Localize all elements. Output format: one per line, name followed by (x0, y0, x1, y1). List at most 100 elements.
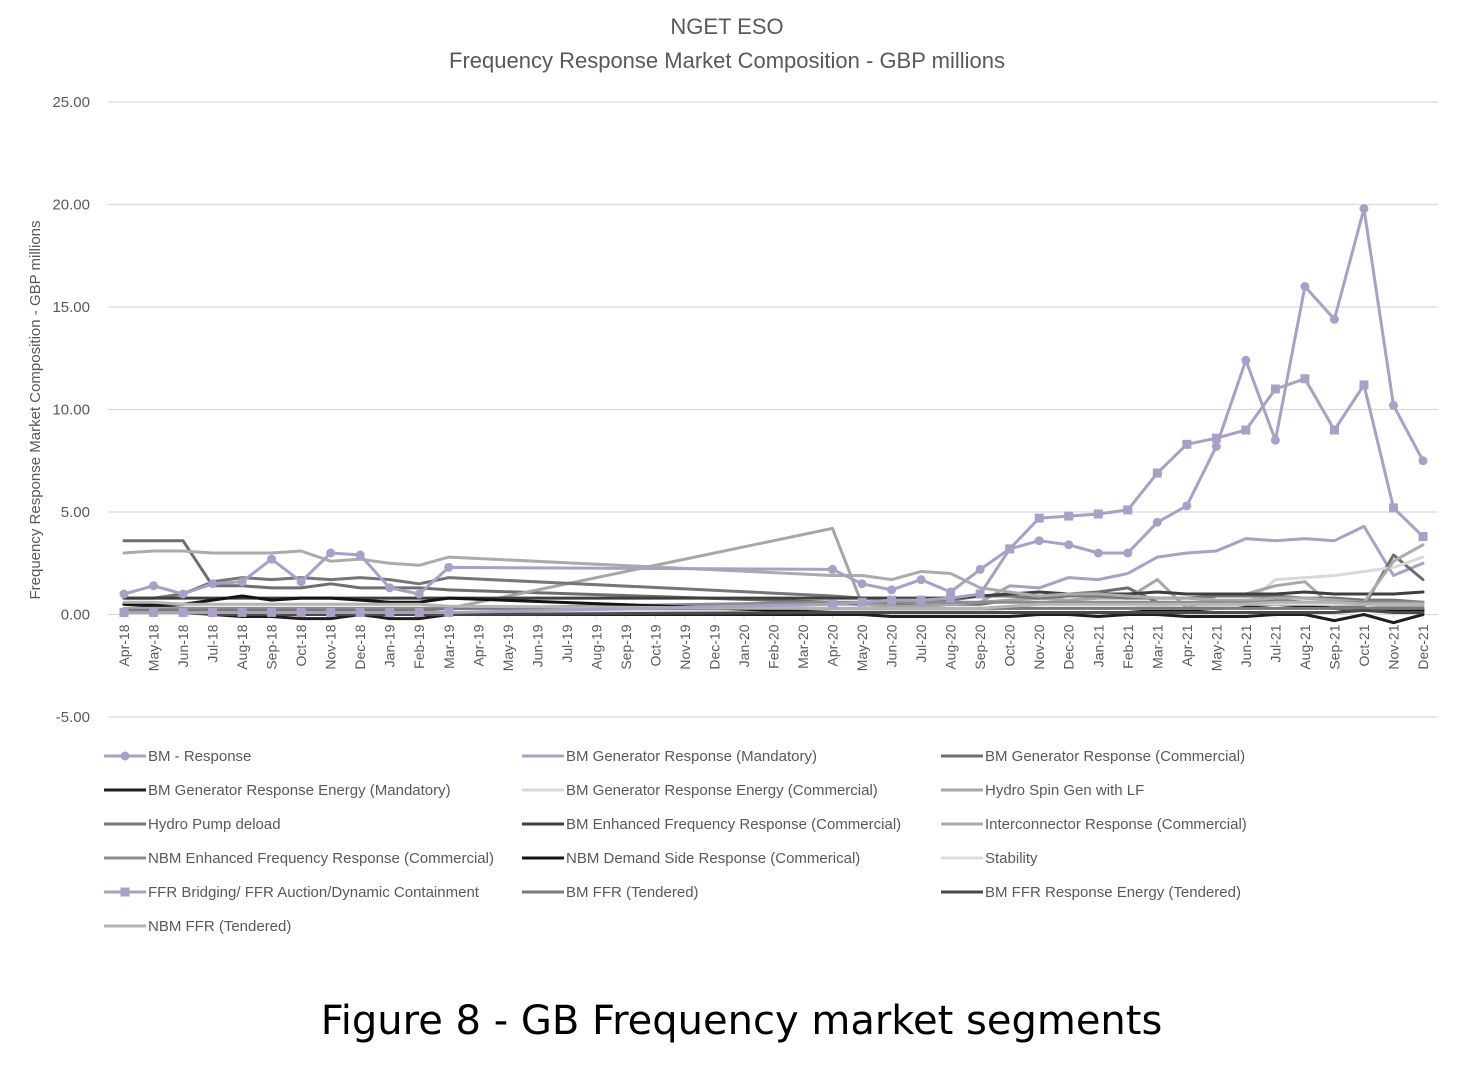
data-point (178, 607, 188, 617)
legend-item: NBM FFR (Tendered) (104, 918, 291, 935)
data-point (916, 595, 926, 605)
x-tick-label: Aug-21 (1297, 624, 1313, 669)
x-tick-label: Nov-18 (323, 624, 339, 669)
data-point (414, 607, 424, 617)
data-point (1182, 439, 1192, 449)
x-tick-label: Nov-20 (1031, 624, 1047, 669)
x-tick-label: Mar-21 (1149, 624, 1165, 669)
data-point (1241, 355, 1251, 365)
x-tick-label: Feb-21 (1120, 624, 1136, 669)
x-tick-label: Apr-21 (1179, 624, 1195, 666)
x-tick-label: May-21 (1208, 624, 1224, 671)
data-point (1388, 400, 1398, 410)
y-tick-label: 25.00 (52, 94, 90, 111)
data-point (326, 548, 336, 558)
series-line (122, 608, 1425, 616)
data-point (916, 575, 926, 585)
data-point (828, 599, 838, 609)
data-point (267, 554, 277, 564)
x-tick-label: Sep-19 (618, 624, 634, 669)
data-point (1152, 517, 1162, 527)
x-tick-label: Apr-18 (116, 624, 132, 666)
legend-label: BM Generator Response Energy (Mandatory) (148, 782, 451, 799)
data-point (975, 589, 985, 599)
x-tick-label: Sep-21 (1326, 624, 1342, 669)
x-tick-label: Sep-18 (264, 624, 280, 669)
x-tick-label: Oct-18 (293, 624, 309, 666)
data-point (208, 607, 218, 617)
data-point (1418, 456, 1428, 466)
x-tick-label: May-18 (146, 624, 162, 671)
data-point (1152, 468, 1162, 478)
series-line (122, 207, 1425, 596)
x-tick-label: May-20 (854, 624, 870, 671)
legend-item: BM Generator Response (Commercial) (941, 748, 1245, 765)
data-point (828, 564, 838, 574)
x-tick-label: Apr-19 (470, 624, 486, 666)
frequency-response-chart: NGET ESO Frequency Response Market Compo… (27, 14, 1438, 935)
x-tick-label: May-19 (500, 624, 516, 671)
x-tick-label: Mar-19 (441, 624, 457, 669)
legend-label: BM FFR Response Energy (Tendered) (985, 884, 1241, 901)
legend-label: Stability (985, 850, 1038, 867)
legend-label: NBM FFR (Tendered) (148, 918, 291, 935)
data-point (1270, 435, 1280, 445)
x-tick-label: Nov-19 (677, 624, 693, 669)
data-point (119, 607, 129, 617)
series-line (122, 543, 1425, 604)
x-tick-label: Jun-18 (175, 624, 191, 667)
chart-subtitle: Frequency Response Market Composition - … (449, 48, 1005, 73)
data-point (267, 607, 277, 617)
legend-item: BM Generator Response (Mandatory) (522, 748, 817, 765)
x-tick-label: Nov-21 (1385, 624, 1401, 669)
data-point (1359, 380, 1369, 390)
legend-label: NBM Enhanced Frequency Response (Commerc… (148, 850, 494, 867)
legend-label: BM Generator Response (Commercial) (985, 748, 1245, 765)
legend-item: BM - Response (104, 748, 251, 765)
data-point (1123, 548, 1133, 558)
data-point (296, 577, 306, 587)
legend-marker (120, 751, 130, 761)
data-point (946, 593, 956, 603)
legend-label: BM FFR (Tendered) (566, 884, 699, 901)
legend-item: Stability (941, 850, 1038, 867)
legend-item: BM FFR (Tendered) (522, 884, 699, 901)
data-point (1388, 503, 1398, 513)
data-point (1093, 509, 1103, 519)
x-tick-label: Aug-18 (234, 624, 250, 669)
series-ffr-bridging-ffr-auction-dynamic-containment (119, 374, 1428, 617)
data-point (149, 607, 159, 617)
legend-item: Hydro Pump deload (104, 816, 281, 833)
x-tick-label: Feb-19 (411, 624, 427, 669)
x-tick-label: Dec-20 (1061, 624, 1077, 669)
data-point (444, 562, 454, 572)
x-tick-label: Oct-21 (1356, 624, 1372, 666)
legend-label: BM - Response (148, 748, 251, 765)
x-tick-label: Aug-20 (943, 624, 959, 669)
data-point (857, 597, 867, 607)
data-point (296, 607, 306, 617)
data-point (1300, 282, 1310, 291)
x-tick-label: Jul-21 (1267, 624, 1283, 662)
x-tick-label: Mar-20 (795, 624, 811, 669)
data-point (887, 585, 897, 595)
data-point (1123, 505, 1133, 515)
data-point (1300, 374, 1310, 384)
legend-item: BM Enhanced Frequency Response (Commerci… (522, 816, 901, 833)
series-line (122, 600, 1425, 610)
data-point (326, 607, 336, 617)
y-tick-label: 20.00 (52, 197, 90, 214)
y-tick-label: 0.00 (61, 607, 90, 624)
y-tick-label: -5.00 (56, 709, 90, 726)
x-tick-label: Jul-19 (559, 624, 575, 662)
figure-caption: Figure 8 - GB Frequency market segments (320, 998, 1163, 1044)
data-point (1270, 384, 1280, 394)
data-point (119, 589, 129, 599)
data-point (975, 564, 985, 574)
data-point (149, 581, 159, 591)
x-tick-label: Dec-21 (1415, 624, 1431, 669)
x-tick-label: Apr-20 (825, 624, 841, 666)
legend-item: BM Generator Response Energy (Mandatory) (104, 782, 451, 799)
legend-marker (120, 887, 130, 897)
x-tick-label: Jul-20 (913, 624, 929, 662)
